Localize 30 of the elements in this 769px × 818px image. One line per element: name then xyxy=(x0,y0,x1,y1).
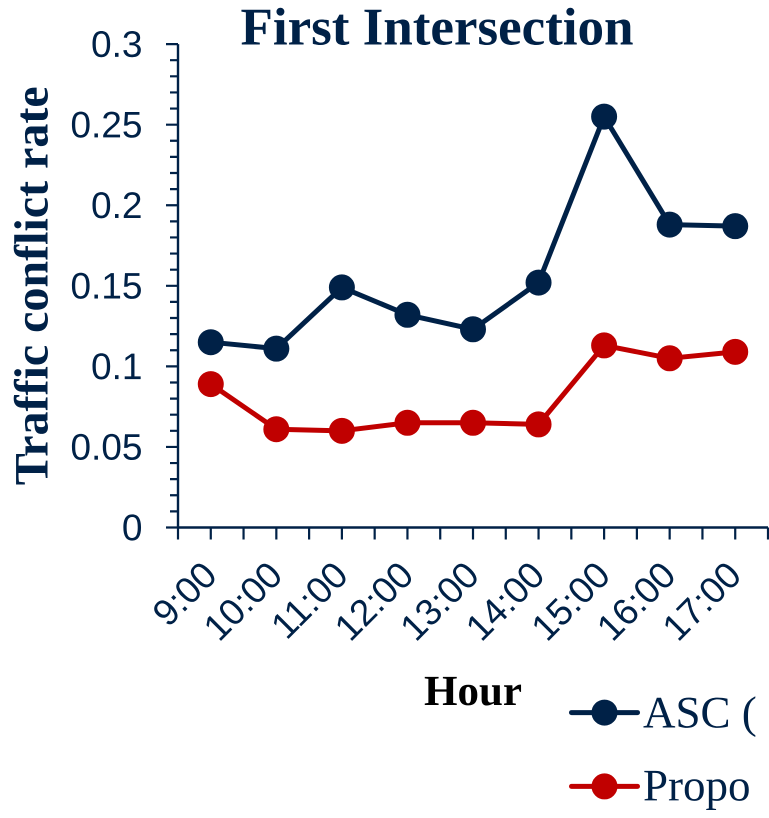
point xyxy=(722,338,748,365)
point xyxy=(328,274,355,300)
point xyxy=(591,332,618,358)
point xyxy=(198,371,224,398)
y-axis-title: Traffic conflict rate xyxy=(14,88,48,484)
point xyxy=(460,410,486,436)
point xyxy=(394,410,420,436)
y-tick-label: 0.2 xyxy=(92,192,141,218)
point xyxy=(198,329,224,356)
y-tick-label: 0.05 xyxy=(72,434,141,460)
point xyxy=(460,316,486,342)
point xyxy=(656,345,683,372)
y-tick-label: 0.3 xyxy=(92,31,141,58)
point xyxy=(656,212,683,238)
point xyxy=(263,336,290,362)
x-axis-title: Hour xyxy=(424,676,522,706)
point xyxy=(591,104,618,130)
point xyxy=(526,411,552,438)
point xyxy=(394,302,420,328)
point xyxy=(526,270,552,296)
point xyxy=(722,213,748,240)
y-tick-label: 0.15 xyxy=(72,272,141,299)
point xyxy=(328,418,355,444)
chart-title: First Intersection xyxy=(241,8,633,46)
legend-label: Propo xyxy=(644,770,749,810)
point xyxy=(263,416,290,442)
y-tick-label: 0 xyxy=(123,514,142,541)
y-tick-label: 0.25 xyxy=(72,112,141,138)
y-tick-label: 0.1 xyxy=(92,353,141,380)
legend-label: ASC ( xyxy=(643,696,756,738)
